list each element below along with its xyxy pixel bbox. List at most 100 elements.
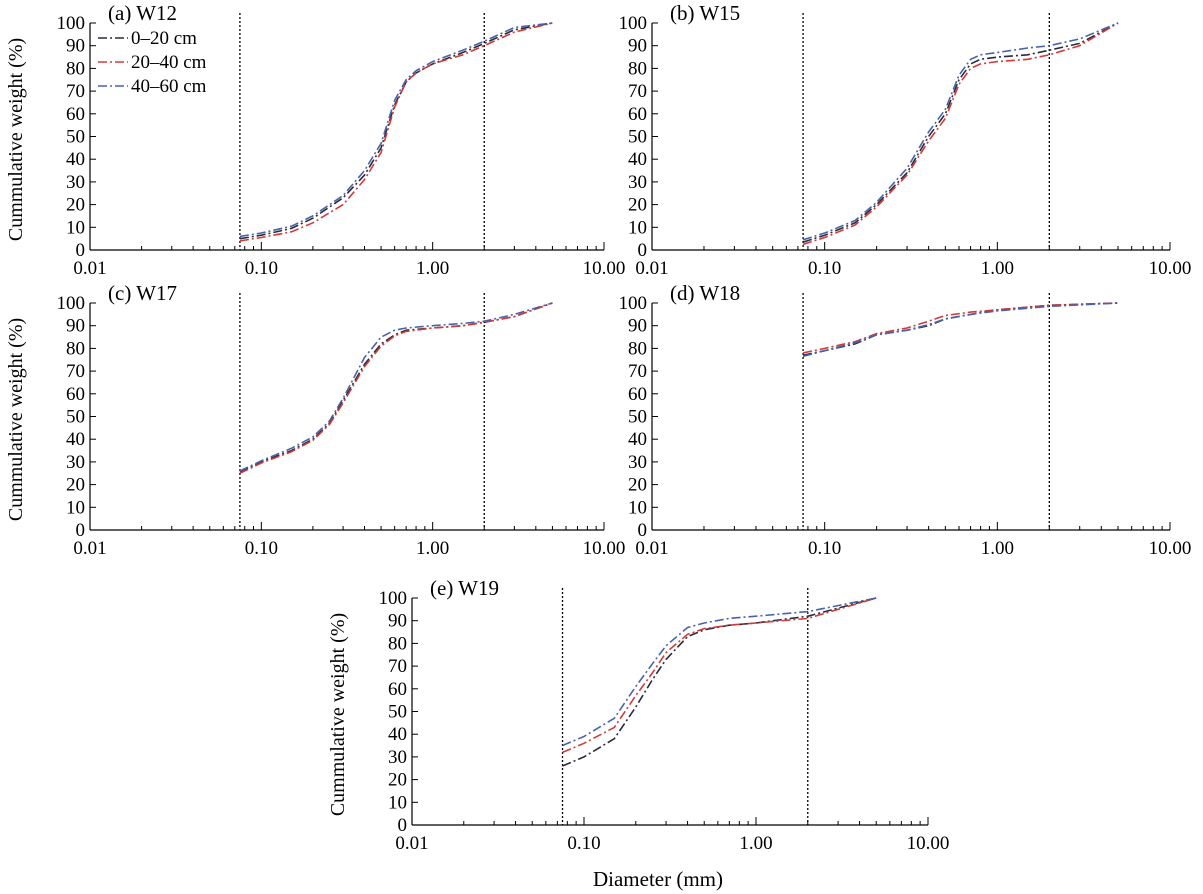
y-tick-label: 50: [628, 407, 647, 428]
panel-title: (d) W18: [670, 281, 740, 305]
y-tick-label: 100: [57, 293, 86, 314]
y-tick-label: 90: [388, 611, 407, 632]
x-axis-title: Diameter (mm): [593, 867, 723, 891]
y-tick-label: 80: [628, 58, 647, 79]
x-tick-label: 0.10: [245, 538, 278, 559]
y-tick-label: 40: [66, 149, 85, 170]
series-line-2: [239, 22, 553, 242]
series-line-3: [239, 302, 553, 472]
y-tick-label: 100: [619, 13, 648, 34]
series-line-3: [802, 22, 1119, 241]
y-tick-label: 90: [66, 316, 85, 337]
legend-label: 0–20 cm: [131, 28, 197, 49]
y-tick-label: 70: [388, 656, 407, 677]
y-tick-label: 40: [628, 429, 647, 450]
y-tick-label: 30: [628, 172, 647, 193]
y-tick-label: 30: [66, 452, 85, 473]
x-tick-label: 10.00: [583, 258, 626, 279]
series-line-2: [802, 22, 1119, 246]
y-axis-title: Cummulative weight (%): [5, 318, 27, 521]
y-tick-label: 20: [66, 195, 85, 216]
series-line-2: [562, 597, 877, 754]
x-tick-label: 1.00: [981, 258, 1014, 279]
legend: 0–20 cm 20–40 cm 40–60 cm: [98, 28, 207, 97]
y-tick-label: 30: [66, 172, 85, 193]
y-tick-label: 70: [66, 361, 85, 382]
y-tick-label: 20: [66, 475, 85, 496]
x-tick-label: 0.01: [635, 258, 668, 279]
y-tick-label: 0: [76, 520, 86, 541]
y-tick-label: 20: [388, 770, 407, 791]
panel-title: (e) W19: [430, 576, 499, 600]
y-tick-label: 50: [66, 407, 85, 428]
y-tick-label: 60: [388, 679, 407, 700]
y-tick-label: 40: [66, 429, 85, 450]
y-tick-label: 60: [66, 104, 85, 125]
x-tick-label: 1.00: [416, 538, 449, 559]
series-line-1: [239, 22, 553, 240]
x-tick-label: 0.01: [635, 538, 668, 559]
y-tick-label: 80: [628, 338, 647, 359]
y-tick-label: 30: [628, 452, 647, 473]
y-tick-label: 20: [628, 195, 647, 216]
series-line-1: [239, 302, 553, 473]
y-tick-label: 10: [66, 497, 85, 518]
y-tick-label: 0: [398, 815, 408, 836]
y-tick-label: 100: [619, 293, 648, 314]
y-tick-label: 50: [66, 127, 85, 148]
y-tick-label: 50: [628, 127, 647, 148]
series-line-1: [802, 302, 1119, 356]
y-tick-label: 60: [66, 384, 85, 405]
y-tick-label: 10: [628, 217, 647, 238]
y-axis-title: Cummulative weight (%): [5, 38, 27, 241]
y-tick-label: 70: [628, 81, 647, 102]
x-tick-label: 0.10: [808, 258, 841, 279]
x-tick-label: 10.00: [583, 538, 626, 559]
y-tick-label: 80: [388, 633, 407, 654]
y-tick-label: 20: [628, 475, 647, 496]
y-tick-label: 90: [628, 316, 647, 337]
y-tick-label: 90: [66, 36, 85, 57]
y-tick-label: 0: [638, 520, 648, 541]
y-tick-label: 70: [628, 361, 647, 382]
y-tick-label: 80: [66, 338, 85, 359]
y-tick-label: 30: [388, 747, 407, 768]
y-tick-label: 60: [628, 384, 647, 405]
y-axis-title: Cummulative weight (%): [327, 613, 349, 816]
series-line-2: [239, 302, 553, 475]
panel-title: (a) W12: [108, 1, 177, 25]
series-line-3: [562, 597, 877, 747]
x-tick-label: 10.00: [1149, 258, 1192, 279]
y-tick-label: 0: [76, 240, 86, 261]
x-tick-label: 1.00: [981, 538, 1014, 559]
y-tick-label: 100: [57, 13, 86, 34]
series-line-2: [802, 302, 1119, 354]
x-tick-label: 10.00: [1149, 538, 1192, 559]
series-line-3: [239, 22, 553, 238]
x-tick-label: 0.10: [808, 538, 841, 559]
y-tick-label: 10: [388, 792, 407, 813]
legend-label: 20–40 cm: [131, 52, 207, 73]
y-tick-label: 10: [628, 497, 647, 518]
x-tick-label: 10.00: [907, 833, 950, 854]
x-tick-label: 0.10: [245, 258, 278, 279]
x-tick-label: 0.10: [567, 833, 600, 854]
y-tick-label: 90: [628, 36, 647, 57]
y-tick-label: 40: [388, 724, 407, 745]
panel-title: (c) W17: [108, 281, 177, 305]
y-tick-label: 50: [388, 702, 407, 723]
y-tick-label: 100: [379, 588, 408, 609]
x-tick-label: 0.01: [395, 833, 428, 854]
y-tick-label: 80: [66, 58, 85, 79]
x-tick-label: 0.01: [73, 258, 106, 279]
y-tick-label: 10: [66, 217, 85, 238]
series-line-1: [562, 597, 877, 767]
x-tick-label: 0.01: [73, 538, 106, 559]
